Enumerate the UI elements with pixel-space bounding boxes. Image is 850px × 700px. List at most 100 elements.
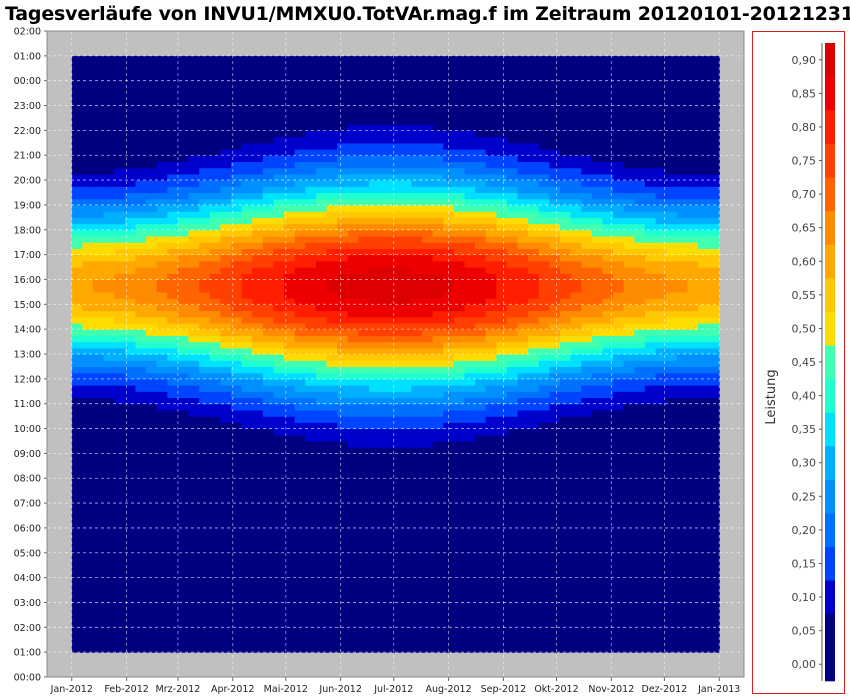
heatmap-cell bbox=[273, 546, 285, 554]
heatmap-cell bbox=[177, 173, 190, 181]
heatmap-cell bbox=[114, 465, 126, 473]
heatmap-cell bbox=[103, 527, 115, 535]
heatmap-cell bbox=[103, 217, 115, 225]
heatmap-cell bbox=[241, 366, 253, 374]
heatmap-cell bbox=[379, 496, 391, 504]
heatmap-cell bbox=[464, 217, 476, 225]
heatmap-cell bbox=[422, 372, 434, 380]
heatmap-cell bbox=[305, 167, 317, 175]
heatmap-cell bbox=[273, 211, 285, 218]
heatmap-cell bbox=[358, 316, 370, 324]
heatmap-cell bbox=[135, 484, 147, 492]
heatmap-cell bbox=[379, 124, 391, 131]
heatmap-cell bbox=[347, 186, 359, 194]
heatmap-cell bbox=[496, 472, 508, 479]
heatmap-cell bbox=[560, 372, 572, 380]
heatmap-cell bbox=[549, 55, 561, 63]
heatmap-cell bbox=[528, 124, 540, 131]
heatmap-cell bbox=[199, 260, 211, 268]
heatmap-cell bbox=[167, 614, 179, 622]
heatmap-cell bbox=[411, 254, 423, 262]
heatmap-cell bbox=[305, 285, 317, 293]
heatmap-cell bbox=[560, 329, 572, 336]
heatmap-cell bbox=[284, 142, 296, 150]
heatmap-cell bbox=[443, 391, 455, 399]
heatmap-cell bbox=[602, 55, 614, 63]
heatmap-cell bbox=[475, 173, 487, 181]
heatmap-cell bbox=[591, 136, 604, 144]
heatmap-cell bbox=[485, 260, 497, 268]
heatmap-cell bbox=[379, 68, 391, 76]
heatmap-cell bbox=[252, 608, 264, 616]
heatmap-cell bbox=[209, 217, 221, 225]
heatmap-cell bbox=[506, 173, 519, 181]
heatmap-cell bbox=[506, 397, 519, 405]
heatmap-cell bbox=[273, 117, 285, 125]
heatmap-cell bbox=[464, 291, 476, 299]
heatmap-cell bbox=[422, 235, 434, 243]
heatmap-cell bbox=[390, 472, 402, 479]
heatmap-cell bbox=[581, 447, 593, 454]
heatmap-cell bbox=[156, 180, 168, 187]
heatmap-cell bbox=[82, 136, 94, 144]
heatmap-cell bbox=[400, 403, 413, 411]
heatmap-cell bbox=[337, 354, 349, 361]
heatmap-cell bbox=[443, 235, 455, 243]
heatmap-cell bbox=[570, 254, 582, 262]
heatmap-cell bbox=[560, 565, 572, 572]
chart-title: Tagesverläufe von INVU1/MMXU0.TotVAr.mag… bbox=[5, 3, 850, 25]
heatmap-cell bbox=[252, 614, 264, 622]
heatmap-cell bbox=[347, 86, 359, 94]
heatmap-cell bbox=[485, 472, 497, 479]
heatmap-cell bbox=[156, 322, 168, 330]
heatmap-cell bbox=[103, 434, 115, 442]
heatmap-cell bbox=[453, 590, 466, 597]
heatmap-cell bbox=[103, 577, 115, 585]
heatmap-cell bbox=[262, 310, 275, 318]
heatmap-cell bbox=[602, 453, 614, 461]
heatmap-cell bbox=[411, 527, 423, 535]
heatmap-cell bbox=[347, 93, 359, 100]
heatmap-cell bbox=[485, 124, 497, 131]
heatmap-cell bbox=[315, 385, 328, 392]
heatmap-cell bbox=[613, 68, 625, 76]
heatmap-cell bbox=[294, 93, 306, 100]
heatmap-cell bbox=[209, 360, 221, 368]
heatmap-cell bbox=[570, 155, 582, 163]
heatmap-cell bbox=[560, 117, 572, 125]
heatmap-cell bbox=[209, 211, 221, 218]
heatmap-cell bbox=[177, 496, 190, 504]
heatmap-cell bbox=[252, 267, 264, 274]
heatmap-cell bbox=[560, 347, 572, 355]
heatmap-cell bbox=[560, 149, 572, 156]
heatmap-cell bbox=[230, 173, 243, 181]
heatmap-cell bbox=[146, 310, 158, 318]
heatmap-cell bbox=[538, 639, 550, 647]
heatmap-cell bbox=[156, 242, 168, 249]
heatmap-cell bbox=[135, 409, 147, 417]
heatmap-cell bbox=[549, 291, 561, 299]
heatmap-cell bbox=[422, 614, 434, 622]
heatmap-cell bbox=[284, 385, 296, 392]
heatmap-cell bbox=[538, 291, 550, 299]
heatmap-cell bbox=[241, 217, 253, 225]
heatmap-cell bbox=[284, 633, 296, 641]
heatmap-cell bbox=[549, 68, 561, 76]
heatmap-cell bbox=[315, 298, 328, 305]
heatmap-cell bbox=[591, 360, 604, 368]
heatmap-cell bbox=[337, 316, 349, 324]
heatmap-cell bbox=[167, 310, 179, 318]
heatmap-cell bbox=[124, 248, 137, 256]
heatmap-cell bbox=[358, 267, 370, 274]
heatmap-cell bbox=[124, 86, 137, 94]
heatmap-cell bbox=[114, 496, 126, 504]
heatmap-cell bbox=[230, 229, 243, 237]
heatmap-cell bbox=[591, 515, 604, 523]
heatmap-cell bbox=[326, 490, 338, 498]
heatmap-cell bbox=[337, 484, 349, 492]
heatmap-cell bbox=[602, 285, 614, 293]
heatmap-cell bbox=[464, 204, 476, 212]
heatmap-cell bbox=[411, 322, 423, 330]
heatmap-cell bbox=[230, 304, 243, 312]
heatmap-cell bbox=[422, 440, 434, 448]
